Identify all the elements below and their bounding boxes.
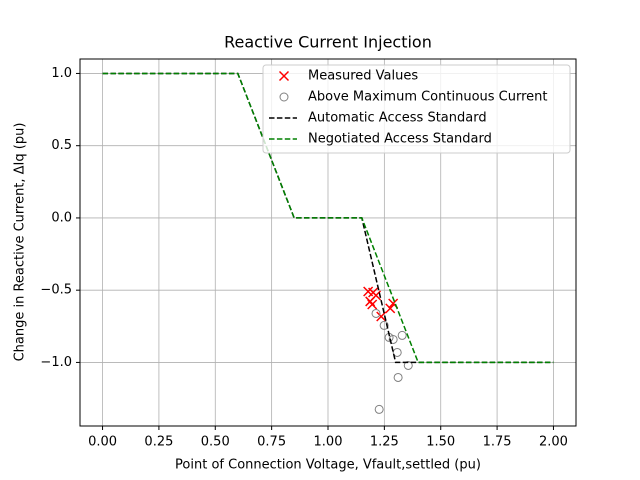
y-tick-label: −1.0 bbox=[40, 355, 72, 370]
x-tick-label: 1.25 bbox=[370, 435, 399, 450]
x-marker bbox=[385, 303, 396, 314]
plot-frame bbox=[79, 58, 577, 427]
x-axis-label: Point of Connection Voltage, Vfault,sett… bbox=[175, 458, 481, 473]
circle-marker bbox=[379, 320, 389, 330]
circle-marker bbox=[393, 372, 403, 382]
x-marker bbox=[376, 311, 387, 322]
x-marker bbox=[367, 299, 378, 310]
y-axis-label: Change in Reactive Current, ΔIq (pu) bbox=[13, 123, 28, 362]
chart-title: Reactive Current Injection bbox=[224, 33, 432, 52]
x-tick-label: 1.00 bbox=[314, 435, 343, 450]
x-tick-label: 0.25 bbox=[144, 435, 173, 450]
y-tick-label: 1.0 bbox=[51, 66, 72, 81]
circle-marker bbox=[392, 347, 402, 357]
series-line bbox=[102, 72, 554, 364]
legend-label: Measured Values bbox=[308, 69, 418, 84]
x-tick-label: 0.50 bbox=[201, 435, 230, 450]
legend-label: Automatic Access Standard bbox=[308, 111, 487, 126]
circle-marker bbox=[279, 92, 289, 102]
legend-box bbox=[262, 64, 571, 154]
x-tick-label: 2.00 bbox=[539, 435, 568, 450]
x-tick-label: 1.50 bbox=[426, 435, 455, 450]
x-marker bbox=[370, 290, 382, 301]
circle-marker bbox=[374, 404, 384, 414]
circle-marker bbox=[397, 330, 407, 340]
x-tick-label: 1.75 bbox=[483, 435, 512, 450]
circle-marker bbox=[403, 360, 413, 370]
legend-label: Negotiated Access Standard bbox=[308, 132, 492, 147]
circle-marker bbox=[388, 334, 398, 344]
y-tick-label: 0.0 bbox=[51, 210, 72, 225]
x-marker bbox=[278, 70, 290, 82]
x-tick-label: 0.00 bbox=[88, 435, 117, 450]
y-tick-label: 0.5 bbox=[51, 138, 72, 153]
circle-marker bbox=[371, 308, 381, 318]
x-tick-label: 0.75 bbox=[257, 435, 286, 450]
y-tick-label: −0.5 bbox=[40, 283, 72, 298]
legend-label: Above Maximum Continuous Current bbox=[308, 90, 548, 105]
